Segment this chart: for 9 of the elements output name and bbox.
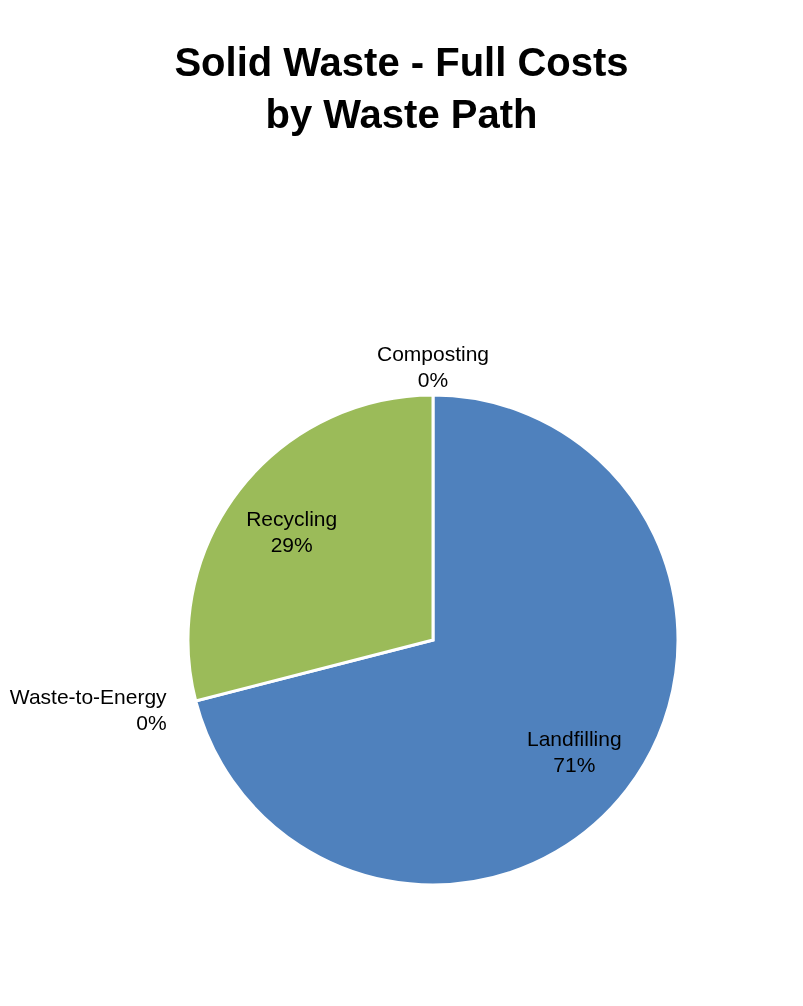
text: 0% [417,368,449,391]
category-label: Composting [376,342,490,365]
text: 0% [136,711,167,735]
slice-label: Landfilling [527,726,622,750]
category-label: Waste-to-Energy [9,685,167,709]
chart-title: Solid Waste - Full Costs by Waste Path [173,39,630,138]
data-label: 71% [553,752,596,776]
data-label: 29% [270,533,313,557]
slice-label: Recycling [246,507,338,531]
